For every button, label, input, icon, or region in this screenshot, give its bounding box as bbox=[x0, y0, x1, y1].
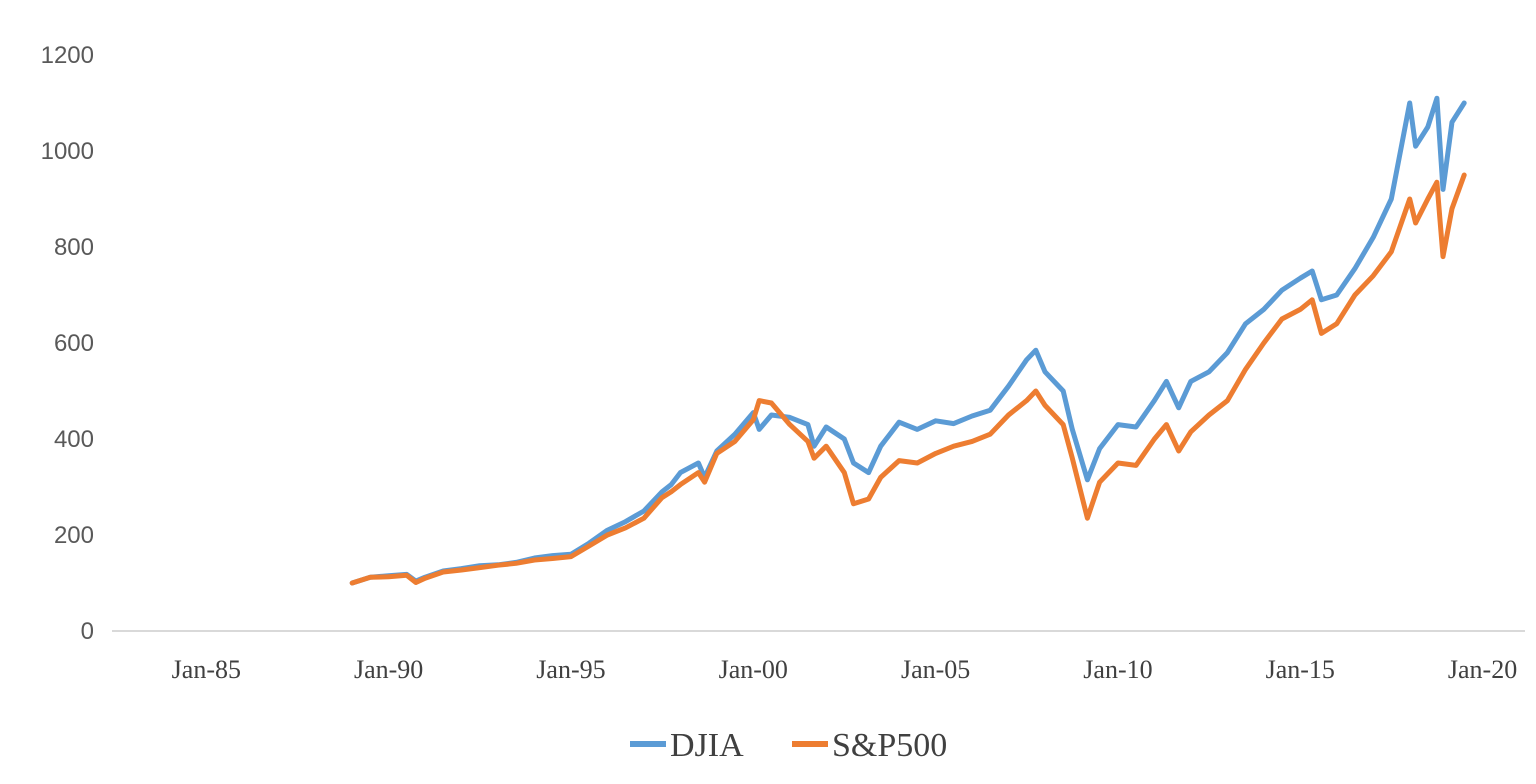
y-tick-label: 800 bbox=[54, 234, 94, 261]
y-axis-tick-labels: 0 200 400 600 800 1000 1200 bbox=[41, 42, 94, 645]
x-tick-label: Jan-95 bbox=[536, 655, 605, 684]
series-line-sp500 bbox=[349, 172, 1467, 586]
legend: DJIA S&P500 bbox=[630, 727, 947, 764]
x-tick-label: Jan-00 bbox=[719, 655, 788, 684]
x-tick-label: Jan-85 bbox=[172, 655, 241, 684]
y-tick-label: 400 bbox=[54, 426, 94, 453]
x-tick-label: Jan-05 bbox=[901, 655, 970, 684]
series-lines bbox=[349, 95, 1467, 586]
x-tick-label: Jan-15 bbox=[1266, 655, 1335, 684]
legend-label-sp500: S&P500 bbox=[832, 727, 947, 764]
series-line-djia bbox=[349, 95, 1467, 586]
y-tick-label: 600 bbox=[54, 330, 94, 357]
x-tick-label: Jan-10 bbox=[1083, 655, 1152, 684]
y-tick-label: 0 bbox=[81, 618, 94, 645]
x-axis-tick-labels: Jan-85 Jan-90 Jan-95 Jan-00 Jan-05 Jan-10 Jan-… bbox=[172, 655, 1518, 684]
y-tick-label: 1200 bbox=[41, 42, 94, 69]
x-tick-label: Jan-20 bbox=[1448, 655, 1517, 684]
legend-label-djia: DJIA bbox=[670, 727, 744, 764]
y-tick-label: 1000 bbox=[41, 138, 94, 165]
x-tick-label: Jan-90 bbox=[354, 655, 423, 684]
y-tick-label: 200 bbox=[54, 522, 94, 549]
